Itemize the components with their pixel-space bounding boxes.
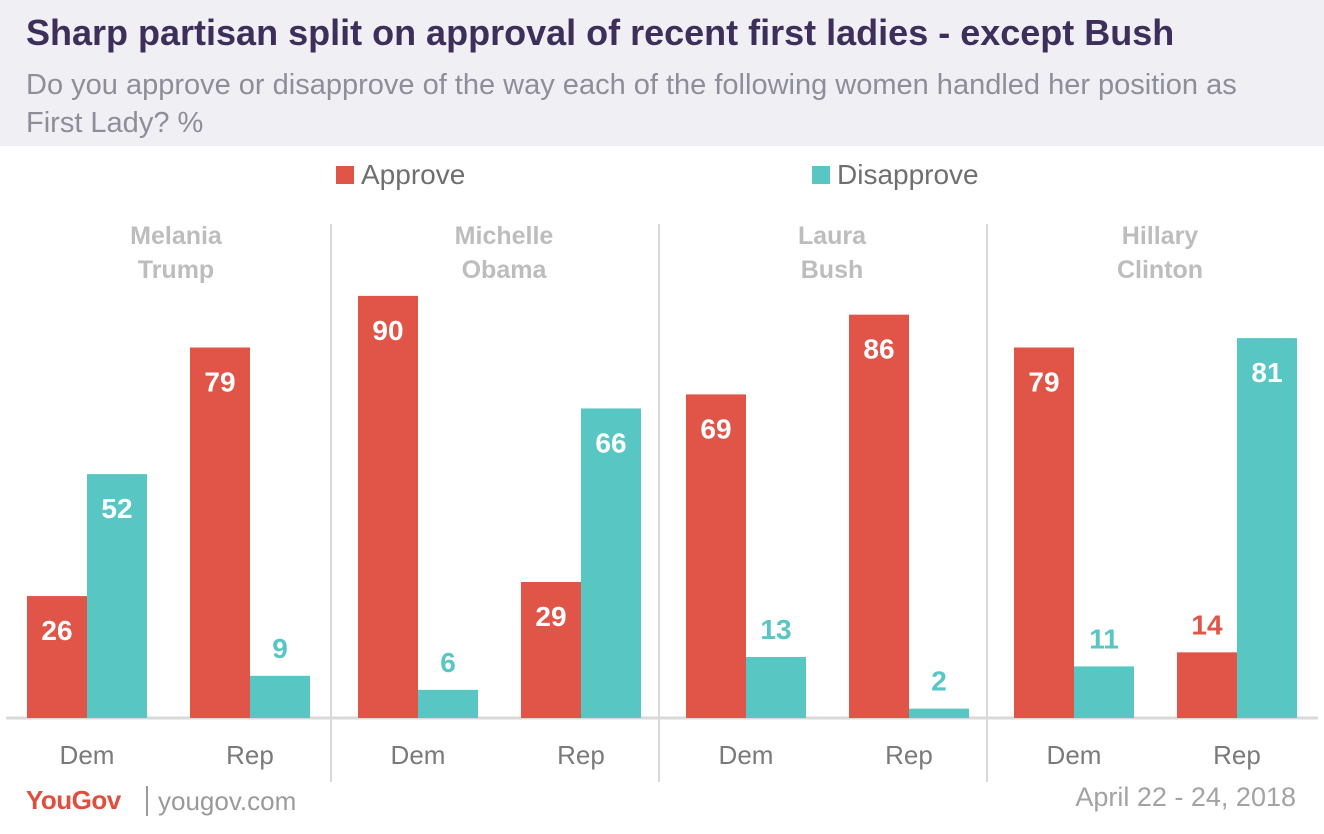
panel-title: Bush [801, 256, 864, 284]
data-label-disapprove: 66 [595, 427, 626, 458]
bar-disapprove [250, 675, 310, 718]
bar-approve [1014, 347, 1074, 718]
data-label-disapprove: 13 [760, 614, 791, 645]
chart-title: Sharp partisan split on approval of rece… [26, 12, 1175, 53]
chart-subtitle: Do you approve or disapprove of the way … [26, 69, 1237, 139]
data-label-disapprove: 81 [1251, 357, 1282, 388]
data-label-disapprove: 52 [101, 493, 132, 524]
group-label: Dem [391, 740, 446, 770]
data-label-approve: 86 [863, 334, 894, 365]
group-label: Rep [1213, 740, 1261, 770]
data-label-disapprove: 2 [931, 666, 947, 697]
data-label-approve: 69 [700, 413, 731, 444]
bar-disapprove [1237, 338, 1297, 718]
header: Sharp partisan split on approval of rece… [0, 0, 1324, 146]
survey-date: April 22 - 24, 2018 [1075, 782, 1296, 812]
legend-label-approve: Approve [361, 159, 465, 190]
yougov-logo: YouGov [26, 785, 121, 815]
bar-disapprove [581, 408, 641, 718]
legend-swatch-approve [336, 166, 354, 184]
legend-swatch-disapprove [812, 166, 830, 184]
chart-area: Approve DisapproveMelaniaTrump2652Dem799R… [6, 159, 1318, 782]
group-label: Rep [557, 740, 605, 770]
data-label-approve: 90 [372, 315, 403, 346]
footer-separator [146, 786, 148, 816]
data-label-approve: 29 [535, 601, 566, 632]
bar-disapprove [418, 689, 478, 718]
bar-disapprove [1074, 666, 1134, 718]
bar-disapprove [909, 708, 969, 718]
panel-title: Michelle [455, 222, 554, 250]
bar-approve [686, 394, 746, 718]
panel-title: Clinton [1117, 256, 1203, 284]
panel-title: Trump [138, 256, 214, 284]
group-label: Dem [60, 740, 115, 770]
data-label-disapprove: 6 [440, 647, 456, 678]
panel-title: Obama [462, 256, 548, 284]
data-label-disapprove: 9 [272, 633, 288, 664]
bar-approve [849, 314, 909, 718]
group-label: Dem [719, 740, 774, 770]
bar-disapprove [746, 657, 806, 718]
data-label-approve: 26 [41, 615, 72, 646]
bar-approve [27, 596, 87, 718]
bar-approve [358, 295, 418, 718]
data-label-approve: 14 [1191, 609, 1223, 640]
panel-title: Laura [798, 222, 867, 250]
group-label: Rep [226, 740, 274, 770]
footer-url: yougov.com [158, 786, 297, 816]
data-label-disapprove: 11 [1089, 623, 1119, 654]
data-label-approve: 79 [204, 366, 235, 397]
group-label: Dem [1047, 740, 1102, 770]
data-label-approve: 79 [1028, 366, 1059, 397]
legend-label-disapprove: Disapprove [837, 159, 979, 190]
panel-title: Hillary [1122, 222, 1199, 250]
bar-approve [521, 581, 581, 718]
bar-approve [190, 347, 250, 718]
bar-approve [1177, 652, 1237, 718]
panel-title: Melania [130, 222, 223, 250]
bar-disapprove [87, 474, 147, 718]
group-label: Rep [885, 740, 933, 770]
